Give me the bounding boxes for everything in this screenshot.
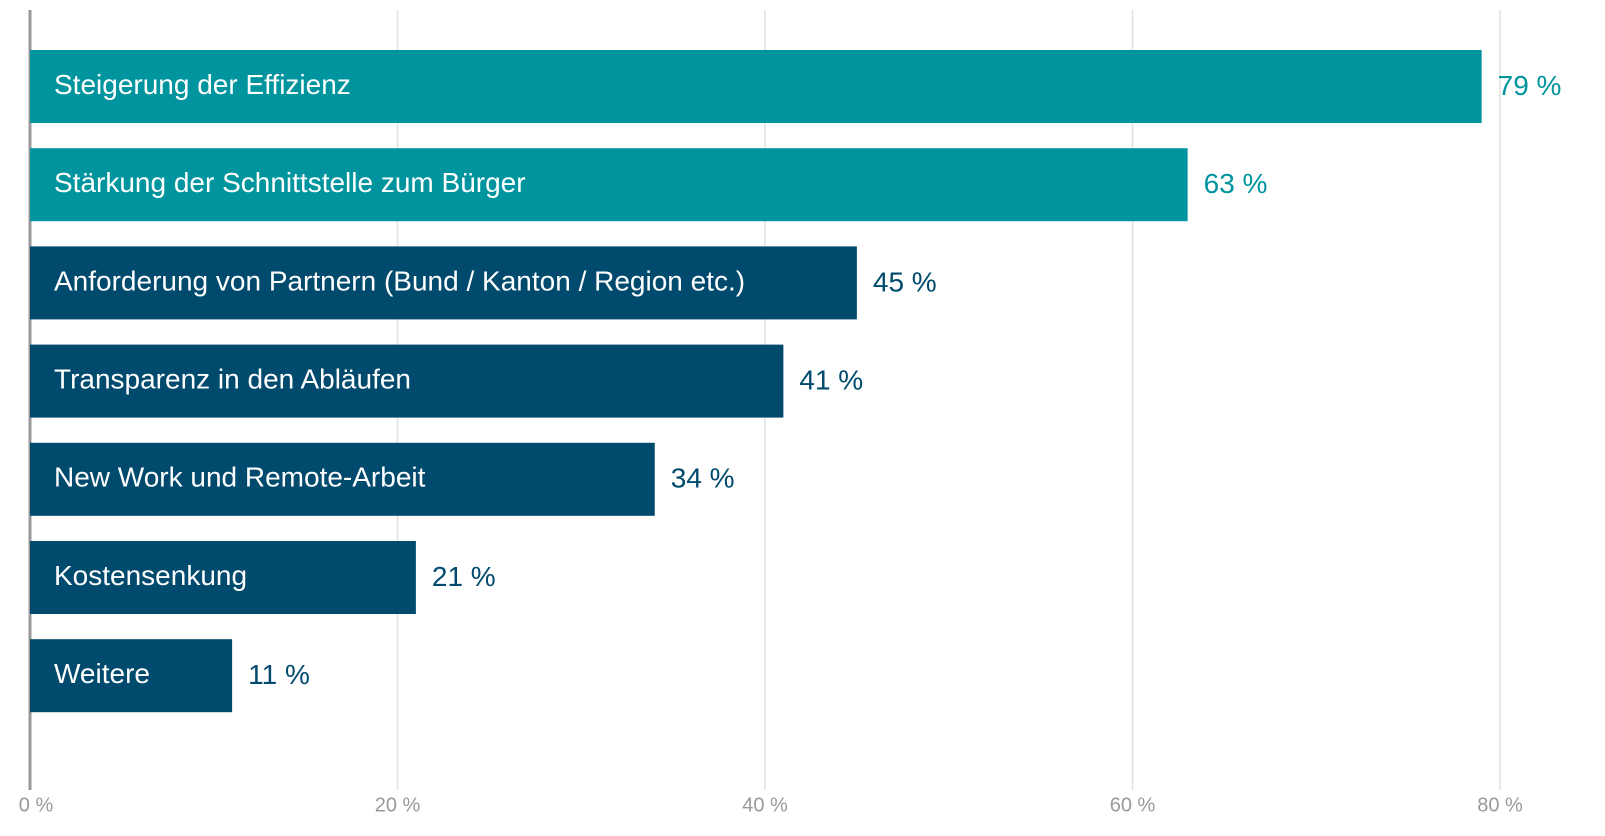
- value-label: 21 %: [432, 561, 496, 592]
- bar: [30, 344, 784, 418]
- value-label: 79 %: [1498, 70, 1562, 101]
- bar: [30, 50, 1482, 123]
- x-tick-label: 60 %: [1110, 794, 1156, 816]
- value-label: 34 %: [671, 463, 735, 494]
- x-tick-label: 0 %: [19, 794, 54, 816]
- category-label: Anforderung von Partnern (Bund / Kanton …: [54, 265, 745, 296]
- value-label: 63 %: [1204, 168, 1268, 199]
- value-label: 11 %: [248, 659, 310, 690]
- x-tick-label: 80 %: [1477, 794, 1523, 816]
- x-tick-label: 40 %: [742, 794, 788, 816]
- category-label: Stärkung der Schnittstelle zum Bürger: [54, 167, 526, 198]
- bar: [30, 246, 857, 320]
- category-label: New Work und Remote-Arbeit: [54, 462, 426, 493]
- bar: [30, 148, 1188, 222]
- category-label: Kostensenkung: [54, 560, 247, 591]
- category-label: Steigerung der Effizienz: [54, 69, 351, 100]
- value-label: 45 %: [873, 266, 937, 297]
- bar: [30, 639, 233, 713]
- bar: [30, 442, 655, 516]
- x-tick-label: 20 %: [375, 794, 421, 816]
- value-label: 41 %: [799, 364, 863, 395]
- category-label: Transparenz in den Abläufen: [54, 363, 411, 394]
- bar: [30, 541, 416, 614]
- category-label: Weitere: [54, 658, 150, 689]
